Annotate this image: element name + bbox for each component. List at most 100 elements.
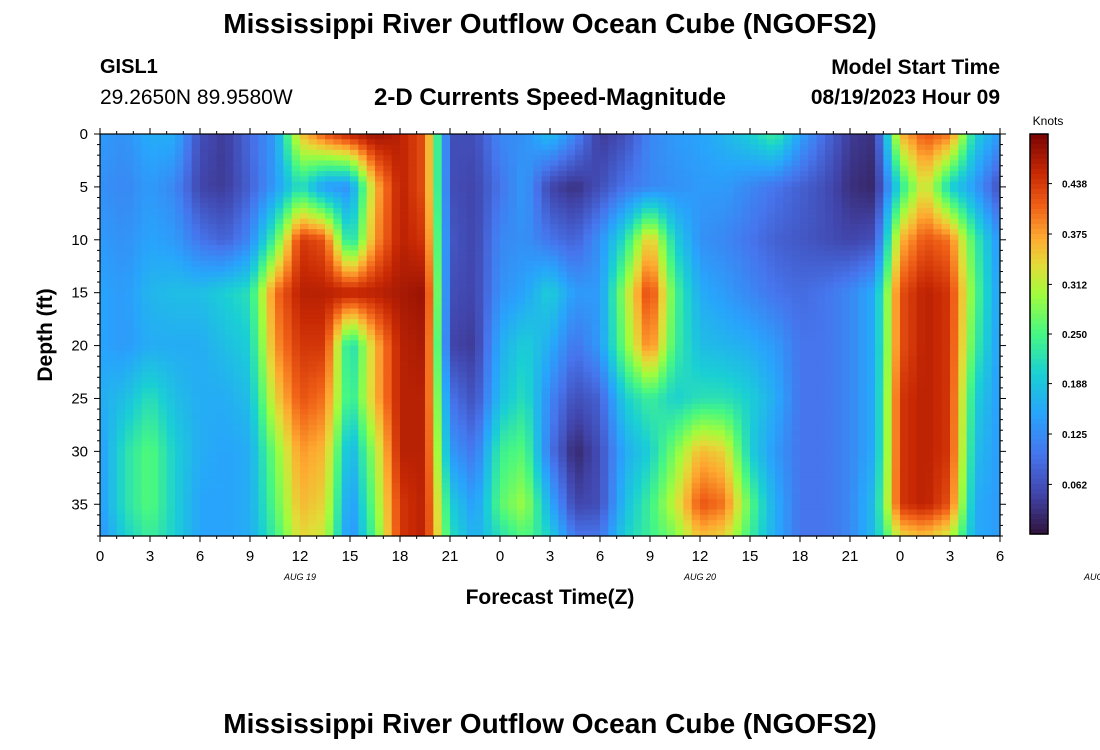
heatmap-cell	[383, 361, 393, 368]
heatmap-cell	[375, 297, 384, 304]
heatmap-cell	[166, 171, 176, 177]
heatmap-cell	[391, 176, 401, 183]
heatmap-cell	[333, 345, 343, 352]
heatmap-cell	[416, 266, 426, 273]
heatmap-cell	[800, 144, 809, 151]
heatmap-cell	[566, 361, 576, 368]
heatmap-cell	[158, 186, 168, 193]
heatmap-cell	[233, 276, 243, 283]
heatmap-cell	[758, 234, 768, 241]
heatmap-cell	[133, 260, 143, 267]
heatmap-cell	[866, 345, 876, 352]
heatmap-cell	[916, 234, 926, 241]
heatmap-cell	[441, 335, 451, 341]
heatmap-cell	[733, 181, 743, 188]
heatmap-cell	[150, 372, 159, 378]
heatmap-cell	[466, 313, 476, 320]
heatmap-cell	[250, 372, 259, 378]
heatmap-cell	[475, 202, 484, 209]
heatmap-cell	[100, 250, 109, 257]
heatmap-cell	[858, 181, 868, 188]
heatmap-cell	[608, 160, 618, 167]
heatmap-cell	[991, 144, 1001, 151]
heatmap-cell	[850, 319, 859, 326]
heatmap-cell	[941, 335, 951, 341]
heatmap-cell	[525, 329, 534, 336]
heatmap-cell	[316, 245, 326, 251]
heatmap-cell	[141, 171, 151, 177]
heatmap-cell	[416, 319, 426, 326]
heatmap-cell	[608, 171, 618, 177]
heatmap-cell	[916, 345, 926, 352]
heatmap-cell	[133, 239, 143, 246]
heatmap-cell	[700, 234, 709, 241]
heatmap-cell	[525, 260, 534, 267]
heatmap-cell	[266, 208, 276, 214]
heatmap-cell	[225, 202, 234, 209]
heatmap-cell	[100, 345, 109, 352]
heatmap-cell	[725, 250, 734, 257]
heatmap-cell	[558, 297, 568, 304]
heatmap-cell	[300, 308, 309, 315]
heatmap-cell	[191, 308, 201, 315]
heatmap-cell	[166, 139, 176, 146]
heatmap-cell	[450, 361, 459, 368]
heatmap-cell	[350, 282, 359, 288]
heatmap-cell	[566, 171, 576, 177]
heatmap-cell	[208, 192, 218, 199]
heatmap-cell	[558, 160, 568, 167]
heatmap-cell	[783, 372, 793, 378]
heatmap-cell	[791, 134, 801, 140]
heatmap-cell	[991, 165, 1001, 172]
heatmap-cell	[325, 350, 334, 357]
heatmap-cell	[475, 319, 484, 326]
heatmap-cell	[875, 282, 884, 288]
heatmap-cell	[425, 181, 434, 188]
heatmap-cell	[575, 208, 584, 214]
heatmap-cell	[333, 329, 343, 336]
heatmap-cell	[791, 176, 801, 183]
heatmap-cell	[950, 260, 959, 267]
heatmap-cell	[208, 239, 218, 246]
heatmap-cell	[216, 350, 226, 357]
heatmap-cell	[750, 165, 759, 172]
heatmap-cell	[225, 292, 234, 299]
heatmap-cell	[358, 239, 368, 246]
heatmap-cell	[558, 186, 568, 193]
heatmap-cell	[275, 260, 284, 267]
heatmap-cell	[533, 149, 543, 156]
heatmap-cell	[566, 155, 576, 162]
heatmap-cell	[491, 345, 501, 352]
heatmap-cell	[850, 266, 859, 273]
heatmap-cell	[458, 208, 468, 214]
heatmap-cell	[325, 149, 334, 156]
heatmap-cell	[241, 155, 251, 162]
heatmap-cell	[250, 282, 259, 288]
heatmap-cell	[916, 329, 926, 336]
heatmap-cell	[233, 340, 243, 347]
heatmap-cell	[833, 160, 843, 167]
heatmap-cell	[141, 245, 151, 251]
heatmap-cell	[541, 192, 551, 199]
heatmap-cell	[933, 197, 943, 204]
heatmap-cell	[991, 197, 1001, 204]
heatmap-cell	[166, 297, 176, 304]
heatmap-cell	[875, 356, 884, 363]
heatmap-cell	[108, 250, 118, 257]
heatmap-cell	[925, 255, 934, 262]
heatmap-cell	[775, 155, 784, 162]
heatmap-cell	[500, 134, 509, 140]
heatmap-cell	[666, 202, 676, 209]
heatmap-cell	[450, 313, 459, 320]
heatmap-cell	[266, 192, 276, 199]
heatmap-cell	[441, 134, 451, 140]
heatmap-cell	[341, 266, 351, 273]
heatmap-cell	[783, 361, 793, 368]
heatmap-cell	[925, 229, 934, 236]
heatmap-cell	[308, 176, 318, 183]
heatmap-cell	[150, 377, 159, 384]
heatmap-cell	[250, 319, 259, 326]
heatmap-cell	[800, 186, 809, 193]
heatmap-cell	[100, 255, 109, 262]
heatmap-cell	[841, 345, 851, 352]
